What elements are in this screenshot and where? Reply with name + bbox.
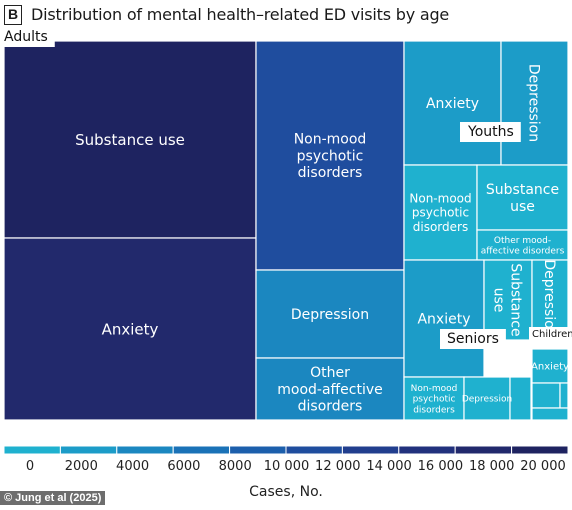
legend-swatch [285, 445, 343, 455]
legend-swatch [341, 445, 400, 455]
tile-adults-non-mood-psychotic-disorders [255, 40, 405, 271]
legend-tick-label: 8000 [219, 459, 252, 474]
tile-label-youths-non-mood-psychotic-disorders: Non-mood psychotic disorders [409, 191, 471, 234]
legend-swatch [454, 445, 513, 455]
group-label-box-youths [460, 122, 521, 142]
legend-tick-label: 12 000 [315, 459, 361, 474]
legend-swatch [59, 445, 118, 455]
tile-seniors-unlabeled-4 [509, 376, 532, 421]
legend-swatch [229, 445, 287, 455]
legend-tick-label: 16 000 [418, 459, 464, 474]
tile-label-youths-substance-use: Substance use [486, 182, 559, 215]
tile-label-youths-depression: Depression [526, 64, 542, 142]
group-label-adults: Adults [4, 29, 48, 45]
tile-label-adults-non-mood-psychotic-disorders: Non-mood psychotic disorders [294, 132, 367, 182]
legend-swatch [3, 445, 61, 455]
tile-adults-substance-use [3, 40, 257, 239]
tile-adults-other-mood-affective-disorders [255, 357, 405, 421]
group-label-seniors: Seniors [447, 331, 499, 347]
legend-swatch [172, 445, 231, 455]
panel-letter: B [4, 5, 22, 25]
legend-tick-label: 6000 [167, 459, 200, 474]
legend-swatch [398, 445, 456, 455]
tile-label-adults-substance-use: Substance use [75, 131, 185, 149]
tile-label-youths-anxiety: Anxiety [426, 96, 479, 112]
group-label-box-adults [0, 27, 55, 47]
chart-title: Distribution of mental health–related ED… [31, 5, 450, 24]
tile-label-seniors-substance-use: Substanceuse [491, 263, 524, 336]
legend-axis-label: Cases, No. [249, 484, 323, 500]
legend-tick-label: 10 000 [264, 459, 310, 474]
tile-seniors-non-mood-psychotic-disorders [403, 376, 465, 421]
group-label-box-children [529, 327, 572, 342]
tiles [3, 40, 569, 421]
tile-label-youths-other-mood-affective-disorders: Other mood-affective disorders [481, 236, 565, 257]
legend-tick-label: 14 000 [366, 459, 412, 474]
treemap: Substance use Anxiety Non-mood psychotic dis… [0, 27, 572, 421]
tile-labels: Substance use Anxiety Non-mood psychotic dis… [75, 64, 569, 416]
tile-adults-depression [255, 269, 405, 359]
legend-tick-label: 2000 [65, 459, 98, 474]
tile-seniors-substance-use [483, 259, 533, 341]
legend-tick-label: 20 000 [520, 459, 566, 474]
legend-swatch [116, 445, 174, 455]
tile-children-unlabeled-4 [531, 407, 569, 421]
legend-tick-label: 4000 [116, 459, 149, 474]
tile-label-children-anxiety: Anxiety [531, 362, 569, 373]
group-label-youths: Youths [467, 124, 514, 140]
legend-tick-label: 0 [26, 459, 34, 474]
legend-swatch [511, 445, 569, 455]
legend-tick-label: 18 000 [469, 459, 515, 474]
tile-label-children-depression: Depression [541, 259, 557, 337]
tile-youths-anxiety [403, 40, 502, 166]
tile-label-seniors-non-mood-psychotic-disorders: Non-mood psychotic disorders [411, 384, 458, 416]
group-labels: Adults Youths Seniors Children [0, 27, 572, 349]
tile-label-seniors-anxiety: Anxiety [417, 311, 470, 327]
tile-label-adults-anxiety: Anxiety [102, 320, 159, 338]
tile-youths-substance-use [476, 164, 569, 231]
tile-children-anxiety [531, 348, 569, 384]
legend-ticks: 0 2000 4000 6000 8000 10 000 12 000 14 000 16 00… [26, 459, 566, 474]
group-label-box-seniors [440, 329, 506, 349]
group-label-children: Children [532, 329, 572, 340]
tile-label-adults-other-mood-affective-disorders: Other mood-affective disorders [277, 365, 383, 415]
tile-label-seniors-depression: Depression [462, 395, 512, 405]
credit-text: © Jung et al (2025) [0, 491, 106, 505]
tile-label-adults-depression: Depression [291, 307, 369, 323]
tile-seniors-anxiety [403, 259, 485, 378]
legend-bar [3, 445, 569, 455]
